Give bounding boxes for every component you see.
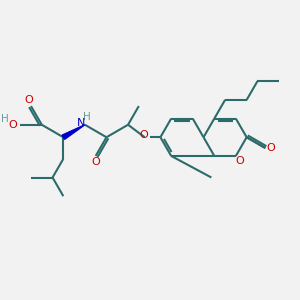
Text: O: O [236, 156, 244, 166]
Text: O: O [267, 143, 276, 153]
Text: O: O [91, 157, 100, 167]
Text: N: N [77, 118, 85, 128]
Text: O: O [25, 95, 33, 105]
Polygon shape [62, 125, 85, 140]
Text: O: O [139, 130, 148, 140]
Text: O: O [8, 120, 17, 130]
Text: H: H [1, 114, 8, 124]
Text: H: H [83, 112, 91, 122]
